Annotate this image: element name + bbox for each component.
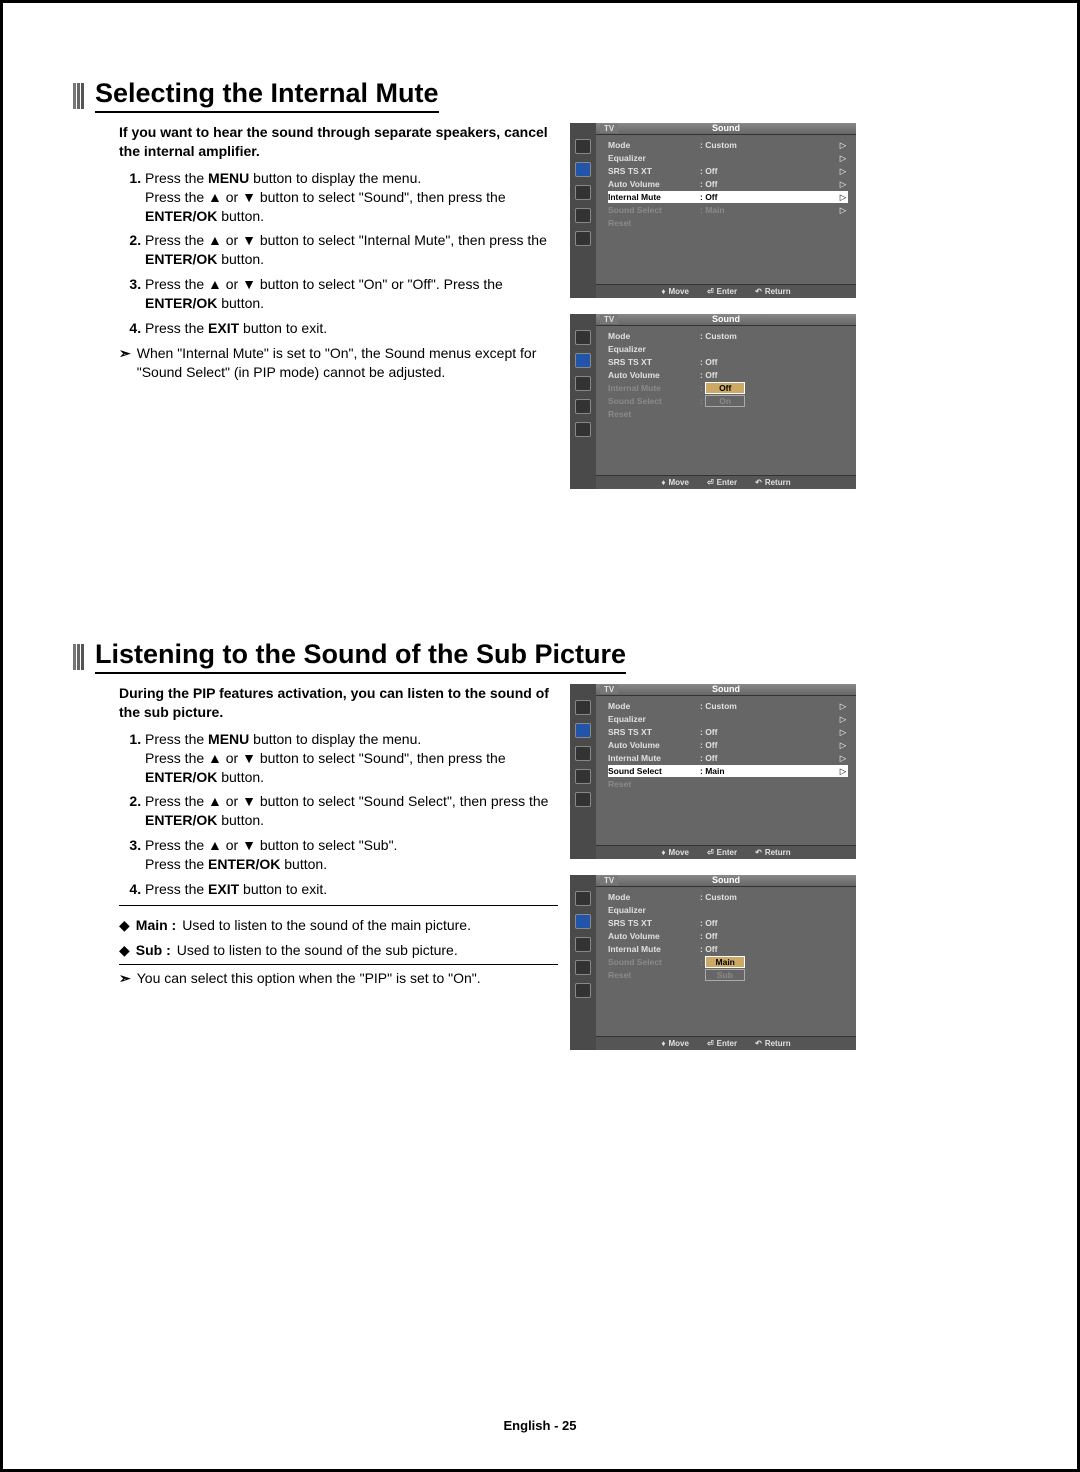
osd-row-dim: Reset (608, 778, 848, 790)
osd-row: Auto Volume: Off (608, 369, 848, 381)
osd-title: Sound (596, 875, 856, 887)
note: ➣ When "Internal Mute" is set to "On", t… (119, 344, 558, 382)
osd-row-dim: Reset (608, 217, 848, 229)
osd-title: Sound (596, 314, 856, 326)
sidebar-icon (575, 185, 591, 200)
sidebar-icon (575, 399, 591, 414)
title-accent-lines (73, 83, 85, 109)
sidebar-icon (575, 422, 591, 437)
osd-sound-menu: TV Sound Mode: Custom▷ Equalizer▷ S (570, 123, 856, 298)
steps-list: Press the MENU button to display the men… (119, 730, 558, 899)
osd-sound-menu: TV Sound Mode: Custom▷ Equalizer▷ SRS TS… (570, 684, 856, 859)
osd-row: Internal Mute: Off (608, 382, 848, 394)
page-footer: English - 25 (3, 1418, 1077, 1433)
section-title: Selecting the Internal Mute (95, 78, 439, 113)
note-icon: ➣ (119, 344, 131, 382)
sidebar-icon (575, 162, 591, 177)
sidebar-icon (575, 376, 591, 391)
title-row: Listening to the Sound of the Sub Pictur… (73, 639, 1007, 674)
osd-rows: Mode: Custom▷ Equalizer▷ SRS TS XT: Off▷… (596, 135, 856, 231)
note: ➣ You can select this option when the "P… (119, 969, 558, 988)
osd-row: Sound Select: On (608, 395, 848, 407)
osd-tv-label: TV (600, 315, 618, 324)
section-title: Listening to the Sound of the Sub Pictur… (95, 639, 626, 674)
osd-row: SRS TS XT: Off (608, 356, 848, 368)
osd-footer: ♦Move ⏎Enter ↶Return (596, 284, 856, 298)
osd-row: Auto Volume: Off (608, 930, 848, 942)
step-3: Press the ▲ or ▼ button to select "On" o… (145, 275, 558, 313)
osd-sidebar (570, 314, 596, 489)
osd-sound-menu-options: TV Sound Mode: Custom Equalizer SRS TS X… (570, 875, 856, 1050)
osd-row: Mode: Custom▷ (608, 700, 848, 712)
step-2: Press the ▲ or ▼ button to select "Inter… (145, 231, 558, 269)
note-text: You can select this option when the "PIP… (137, 969, 481, 988)
section-sub-picture-sound: Listening to the Sound of the Sub Pictur… (73, 639, 1007, 1050)
sidebar-icon (575, 330, 591, 345)
text-column: If you want to hear the sound through se… (73, 123, 558, 489)
sidebar-icon (575, 139, 591, 154)
intro-text: If you want to hear the sound through se… (119, 123, 558, 161)
sidebar-icon (575, 208, 591, 223)
step-1: Press the MENU button to display the men… (145, 169, 558, 226)
osd-sidebar (570, 123, 596, 298)
osd-footer: ♦Move ⏎Enter ↶Return (596, 475, 856, 489)
step-2: Press the ▲ or ▼ button to select "Sound… (145, 792, 558, 830)
osd-row: Reset Sub (608, 969, 848, 981)
sidebar-icon (575, 353, 591, 368)
osd-row: Auto Volume: Off▷ (608, 178, 848, 190)
osd-rows: Mode: Custom Equalizer SRS TS XT: Off Au… (596, 326, 856, 422)
osd-row: SRS TS XT: Off▷ (608, 726, 848, 738)
osd-row: Mode: Custom▷ (608, 139, 848, 151)
intro-text: During the PIP features activation, you … (119, 684, 558, 722)
osd-row: Reset (608, 408, 848, 420)
title-accent-lines (73, 644, 85, 670)
osd-row-highlighted: Sound Select: Main▷ (608, 765, 848, 777)
osd-title: Sound (596, 123, 856, 135)
osd-tv-label: TV (600, 685, 618, 694)
steps-list: Press the MENU button to display the men… (119, 169, 558, 338)
step-4: Press the EXIT button to exit. (145, 319, 558, 338)
step-1: Press the MENU button to display the men… (145, 730, 558, 787)
osd-row: Mode: Custom (608, 330, 848, 342)
osd-sound-menu-options: TV Sound Mode: Custom Equalizer SRS (570, 314, 856, 489)
note-text: When "Internal Mute" is set to "On", the… (137, 344, 558, 382)
osd-title: Sound (596, 684, 856, 696)
osd-footer: ♦Move ⏎Enter ↶Return (596, 845, 856, 859)
section-internal-mute: Selecting the Internal Mute If you want … (73, 78, 1007, 489)
osd-sidebar (570, 875, 596, 1050)
sidebar-icon (575, 231, 591, 246)
osd-row-dim: Sound Select: Main▷ (608, 204, 848, 216)
osd-sidebar (570, 684, 596, 859)
osd-row: Sound Select: Main (608, 956, 848, 968)
osd-row: Equalizer (608, 343, 848, 355)
text-column: During the PIP features activation, you … (73, 684, 558, 1050)
step-3: Press the ▲ or ▼ button to select "Sub".… (145, 836, 558, 874)
osd-row: Internal Mute: Off (608, 943, 848, 955)
osd-footer: ♦Move ⏎Enter ↶Return (596, 1036, 856, 1050)
note-icon: ➣ (119, 969, 131, 988)
osd-row: Mode: Custom (608, 891, 848, 903)
osd-row: Auto Volume: Off▷ (608, 739, 848, 751)
osd-row: Equalizer▷ (608, 713, 848, 725)
osd-row: Equalizer▷ (608, 152, 848, 164)
screenshot-column: TV Sound Mode: Custom▷ Equalizer▷ SRS TS… (558, 684, 856, 1050)
osd-row: SRS TS XT: Off▷ (608, 165, 848, 177)
osd-row: Equalizer (608, 904, 848, 916)
page: Selecting the Internal Mute If you want … (0, 0, 1080, 1472)
osd-row: Internal Mute: Off▷ (608, 752, 848, 764)
title-row: Selecting the Internal Mute (73, 78, 1007, 113)
osd-tv-label: TV (600, 124, 618, 133)
osd-row: SRS TS XT: Off (608, 917, 848, 929)
osd-row-highlighted: Internal Mute: Off▷ (608, 191, 848, 203)
screenshot-column: TV Sound Mode: Custom▷ Equalizer▷ S (558, 123, 856, 489)
definitions: ◆Main : Used to listen to the sound of t… (119, 905, 558, 965)
step-4: Press the EXIT button to exit. (145, 880, 558, 899)
osd-tv-label: TV (600, 876, 618, 885)
